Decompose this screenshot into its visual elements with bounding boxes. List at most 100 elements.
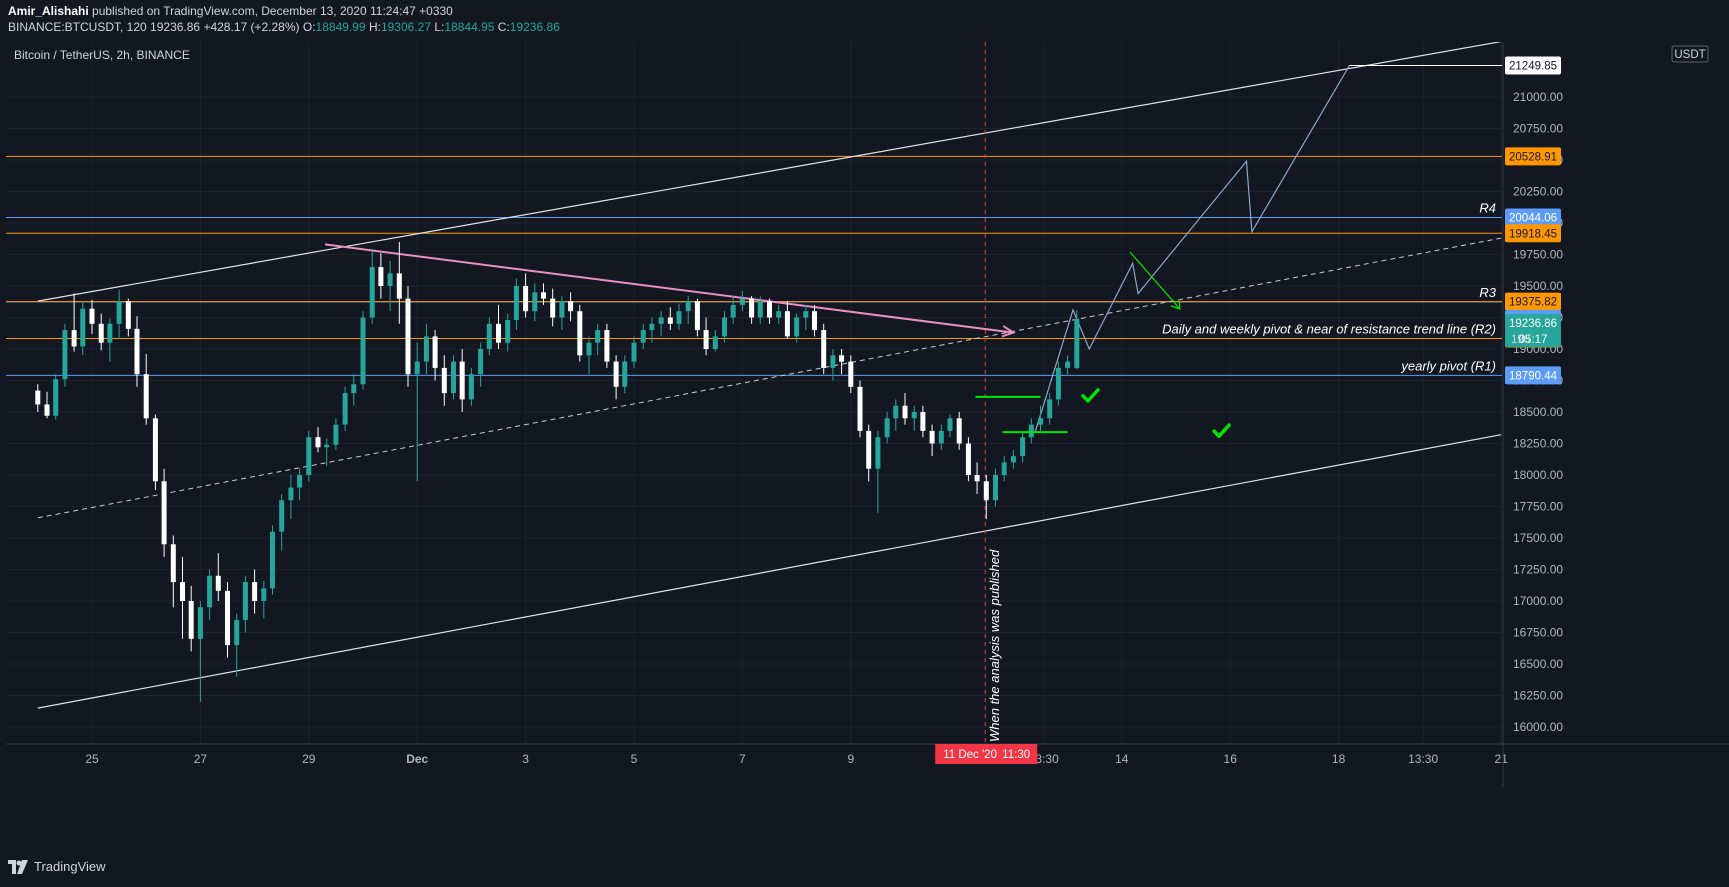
level-note-R1: yearly pivot (R1): [1400, 358, 1496, 373]
open-value: 18849.99: [315, 20, 366, 34]
countdown-tag-bg: [1505, 331, 1561, 348]
target-price-tag: 21249.85: [1509, 61, 1557, 73]
candle-body: [44, 404, 50, 416]
candle-body: [965, 443, 971, 475]
candle-body: [35, 390, 41, 405]
axes: 16000.00 16250.00 16500.00 16750.00 17000.00…: [6, 42, 1729, 787]
partial-price-tag: 190: [1511, 334, 1530, 346]
close-label: C:: [497, 20, 510, 34]
y-tick-label: 17750.00: [1513, 500, 1563, 514]
candle-body: [839, 355, 845, 362]
x-tick-label: 9: [847, 752, 854, 766]
candle-body: [188, 601, 194, 639]
candle-body: [333, 424, 339, 445]
candle-body: [649, 323, 655, 331]
candle-body: [1065, 361, 1071, 368]
x-tick-label: 18: [1332, 752, 1346, 766]
channel-lower-line: [37, 434, 1502, 709]
candle-body: [315, 437, 321, 448]
x-tick-label: 27: [194, 752, 208, 766]
candle-body: [875, 437, 881, 469]
published-text: published on TradingView.com, December 1…: [88, 4, 453, 18]
candle-body: [297, 475, 303, 488]
candle-body: [279, 500, 285, 532]
candle-body: [622, 361, 628, 387]
candle-body: [1038, 418, 1043, 425]
resistance-trend-line: [324, 243, 1014, 334]
candle-body: [767, 301, 772, 318]
candle-body: [586, 342, 592, 356]
candle-body: [451, 361, 457, 394]
publish-time-tag-bg: [935, 744, 1038, 764]
y-tick-label: 16750.00: [1513, 626, 1563, 640]
candle-body: [505, 320, 511, 343]
level-note-R2: Daily and weekly pivot & near of resista…: [1162, 321, 1496, 336]
low-label: L:: [434, 20, 445, 34]
candle-body: [902, 405, 908, 419]
candle-body: [550, 298, 556, 318]
x-tick-label: 14: [1115, 752, 1129, 766]
publisher-line: Amir_Alishahi published on TradingView.c…: [8, 4, 453, 18]
y-tick-label: 21000.00: [1513, 90, 1563, 104]
candle-body: [62, 330, 68, 380]
x-tick-label: 29: [302, 752, 316, 766]
y-tick-label: 19750.00: [1513, 248, 1563, 262]
green-arrow-head: [1170, 298, 1181, 310]
candle-body: [749, 298, 755, 318]
candle-body: [568, 301, 574, 312]
x-tick-label: Dec: [406, 752, 428, 766]
price-tag-R1: 18790.44: [1509, 370, 1558, 382]
target-price-tag-bg: [1505, 56, 1561, 75]
y-tick-label: 16000.00: [1513, 720, 1563, 734]
drawings: [37, 42, 1502, 744]
candle-body: [893, 405, 899, 419]
candle-body: [89, 308, 95, 324]
y-tick-label: 16250.00: [1513, 689, 1563, 703]
level-note-R3: R3: [1479, 285, 1496, 300]
candle-body: [911, 412, 917, 419]
high-value: 19306.27: [380, 20, 432, 34]
candle-body: [920, 412, 926, 431]
x-tick-label: 7: [739, 752, 746, 766]
author-name[interactable]: Amir_Alishahi: [8, 4, 89, 18]
brand-name: TradingView: [34, 859, 106, 874]
candle-body: [134, 328, 140, 375]
low-value: 18844.95: [444, 20, 495, 34]
check-icon: [1212, 423, 1231, 438]
candle-body: [197, 607, 203, 639]
x-tick-label: 25: [85, 752, 99, 766]
candle-body: [947, 418, 953, 431]
candle-body: [1010, 456, 1016, 463]
candle-body: [640, 330, 646, 343]
green-arrow-line: [1129, 251, 1181, 310]
candle-body: [830, 355, 836, 368]
price-tag-O3-bg: [1505, 292, 1561, 311]
candle-body: [730, 304, 736, 318]
chart-background: [0, 42, 1729, 851]
symbol-line: BINANCE:BTCUSDT, 120 19236.86 +428.17 (+…: [8, 20, 560, 34]
price-tag-O2-bg: [1505, 224, 1561, 243]
candle-body: [242, 582, 248, 620]
countdown-tag: 05:17: [1519, 334, 1548, 346]
candle-body: [857, 386, 863, 431]
candle-body: [722, 317, 728, 337]
candle-body: [414, 361, 420, 375]
tradingview-brand[interactable]: TradingView: [8, 859, 106, 874]
candle-body: [929, 430, 935, 444]
candle-body: [152, 418, 158, 482]
candle-body: [80, 308, 86, 347]
publish-date-tag: 11 Dec '20: [943, 749, 997, 761]
open-label: O:: [302, 20, 316, 34]
candle-body: [658, 317, 664, 324]
candle-body: [324, 444, 330, 448]
candle-body: [369, 267, 375, 318]
candle-body: [821, 330, 827, 368]
x-tick-label: 3: [522, 752, 529, 766]
candle-body: [993, 475, 999, 501]
candle-body: [396, 273, 402, 299]
price-tag-O3: 19375.82: [1509, 297, 1557, 309]
price-tag-O1: 20528.91: [1509, 151, 1557, 163]
y-tick-label: 17000.00: [1513, 594, 1563, 608]
price-chart[interactable]: R4 R3 yearly pivot (R1) Daily and weekly pi…: [0, 42, 1729, 851]
candle-body: [225, 590, 230, 646]
